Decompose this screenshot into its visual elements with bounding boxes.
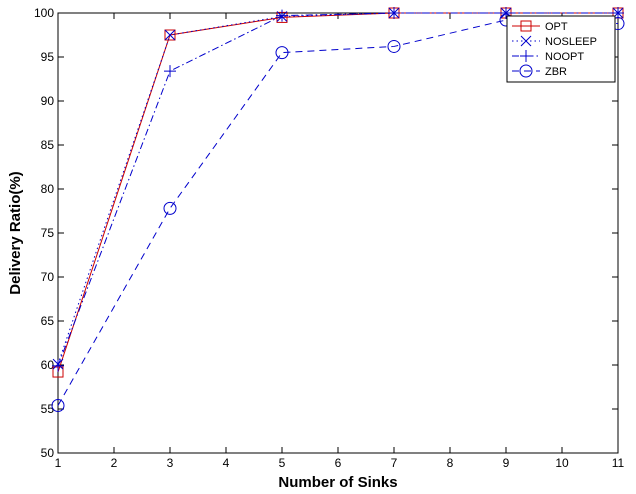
x-tick-label: 2 xyxy=(111,456,118,470)
legend-marker-noopt xyxy=(520,50,532,62)
legend-marker-opt xyxy=(520,20,532,32)
series-noopt-point xyxy=(276,9,288,22)
series-zbr-point xyxy=(51,398,65,412)
series-noopt-point xyxy=(500,7,512,19)
x-tick-label: 6 xyxy=(335,456,342,470)
series-noopt-point xyxy=(612,7,624,19)
y-tick-label: 85 xyxy=(41,138,55,152)
x-tick-label: 9 xyxy=(503,456,510,470)
y-tick-label: 75 xyxy=(41,226,55,240)
series-opt-point xyxy=(164,29,176,41)
legend-label-zbr: ZBR xyxy=(545,66,567,78)
legend: OPT NOSLEEP NOOPT ZBR xyxy=(506,15,616,83)
series-zbr-point xyxy=(163,201,177,215)
y-tick-label: 90 xyxy=(41,94,55,108)
y-tick-label: 65 xyxy=(41,314,55,328)
x-tick-label: 3 xyxy=(167,456,174,470)
series-noopt-point xyxy=(388,7,400,19)
x-axis-title: Number of Sinks xyxy=(278,474,397,491)
y-tick-label: 95 xyxy=(41,50,55,64)
x-tick-label: 10 xyxy=(555,456,569,470)
x-tick-label: 11 xyxy=(612,456,625,470)
legend-label-opt: OPT xyxy=(545,21,568,33)
legend-label-noopt: NOOPT xyxy=(545,51,584,63)
series-zbr-point xyxy=(387,39,401,53)
x-tick-label: 5 xyxy=(279,456,286,470)
y-tick-label: 50 xyxy=(41,446,55,460)
series-zbr-point xyxy=(275,46,289,60)
legend-box xyxy=(506,15,616,83)
y-tick-label: 80 xyxy=(41,182,55,196)
series-nosleep-point xyxy=(164,29,176,41)
y-tick-label: 55 xyxy=(41,402,55,416)
legend-marker-nosleep xyxy=(520,35,532,47)
x-tick-label: 1 xyxy=(55,456,62,470)
y-tick-label: 70 xyxy=(41,270,55,284)
series-noopt-line xyxy=(57,12,618,367)
series-noopt xyxy=(52,7,624,372)
series-noopt-point xyxy=(164,65,176,78)
y-axis-title: Delivery Ratio(%) xyxy=(7,171,24,294)
series-noopt-point xyxy=(52,359,64,372)
plot-area xyxy=(57,12,619,454)
legend-marker-zbr xyxy=(519,64,533,78)
x-tick-label: 7 xyxy=(391,456,398,470)
axis-ticks: 1 2 3 4 5 6 7 8 9 10 11 50 55 60 65 70 75 80 85 90 95 100 xyxy=(34,6,625,470)
y-tick-label: 60 xyxy=(41,358,55,372)
legend-label-nosleep: NOSLEEP xyxy=(545,36,597,48)
x-tick-label: 4 xyxy=(223,456,230,470)
y-tick-label: 100 xyxy=(34,6,54,20)
x-tick-label: 8 xyxy=(447,456,454,470)
